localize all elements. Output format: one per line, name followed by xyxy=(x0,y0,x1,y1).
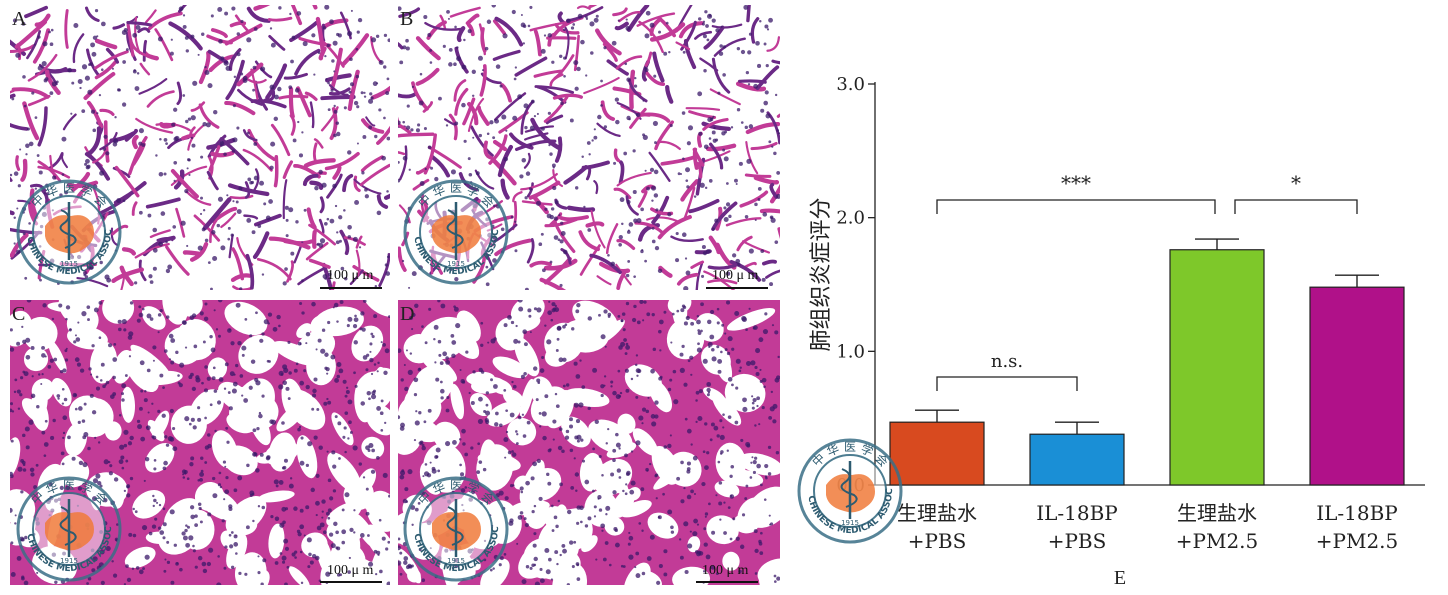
x-tick-label: IL-18BP xyxy=(1036,501,1118,525)
panel-label-c: C xyxy=(12,303,26,325)
y-tick-label: 3.0 xyxy=(836,74,865,95)
significance-label: *** xyxy=(1061,171,1091,195)
svg-text:1915: 1915 xyxy=(60,260,78,268)
svg-text:1915: 1915 xyxy=(447,557,465,565)
scale-bar-b xyxy=(706,287,768,289)
significance-label: n.s. xyxy=(991,351,1023,372)
svg-text:1915: 1915 xyxy=(841,519,859,527)
tissue-image xyxy=(10,5,390,290)
bar xyxy=(1029,433,1125,486)
scale-bar-d xyxy=(696,581,758,583)
bar xyxy=(1309,286,1405,486)
svg-text:1915: 1915 xyxy=(447,260,465,268)
scale-label-d: 100 μ m xyxy=(702,563,749,578)
x-tick-label: +PBS xyxy=(1048,529,1107,553)
x-tick-label: 生理盐水 xyxy=(1177,501,1257,525)
tissue-image xyxy=(10,300,390,585)
significance-bracket xyxy=(936,199,1216,214)
bar xyxy=(889,421,985,486)
x-tick-label: +PM2.5 xyxy=(1316,529,1399,553)
scale-bar-c xyxy=(320,581,382,583)
x-tick-label: +PBS xyxy=(908,529,967,553)
x-tick-label: 生理盐水 xyxy=(897,501,977,525)
svg-text:1915: 1915 xyxy=(60,557,78,565)
scale-label-a: 100 μ m xyxy=(327,268,374,283)
panel-label-a: A xyxy=(12,8,27,30)
panel-label-e: E xyxy=(1114,567,1126,589)
panel-label-d: D xyxy=(400,303,415,325)
y-tick-label: 2.0 xyxy=(836,208,865,229)
x-tick-label: IL-18BP xyxy=(1316,501,1398,525)
scale-label-b: 100 μ m xyxy=(712,268,759,283)
bar xyxy=(1169,249,1265,486)
tissue-texture xyxy=(10,300,390,585)
significance-bracket xyxy=(1234,199,1358,214)
tissue-texture xyxy=(10,5,390,290)
x-tick-label: +PM2.5 xyxy=(1176,529,1259,553)
significance-label: * xyxy=(1291,171,1301,195)
bar-chart: 0.01.02.03.0肺组织炎症评分生理盐水+PBSIL-18BP+PBS生理… xyxy=(809,74,1425,589)
significance-bracket xyxy=(936,376,1078,391)
y-axis-label: 肺组织炎症评分 xyxy=(809,197,834,351)
histology-panel-a xyxy=(10,5,390,290)
y-tick-label: 1.0 xyxy=(836,341,865,362)
scale-bar-a xyxy=(320,287,382,289)
scale-label-c: 100 μ m xyxy=(327,563,374,578)
panel-label-b: B xyxy=(400,8,414,30)
